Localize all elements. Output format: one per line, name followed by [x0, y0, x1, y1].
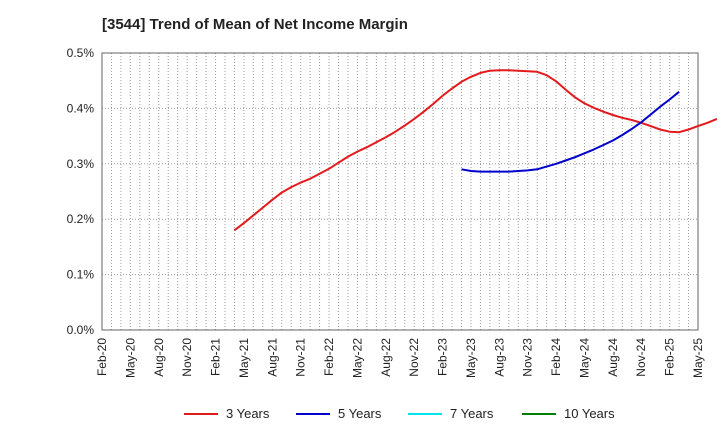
x-tick-label: Feb-20: [95, 338, 109, 376]
x-tick-label: Nov-23: [521, 338, 535, 377]
x-tick-label: Nov-22: [407, 338, 421, 377]
y-tick-label: 0.5%: [67, 46, 95, 60]
x-tick-label: Aug-24: [606, 338, 620, 377]
x-tick-label: Aug-21: [265, 338, 279, 377]
legend-swatch-7-years: [408, 412, 442, 415]
legend-swatch-10-years: [522, 412, 556, 415]
x-tick-label: May-25: [691, 338, 705, 378]
y-tick-label: 0.2%: [67, 212, 95, 226]
y-tick-label: 0.1%: [67, 268, 95, 282]
x-tick-label: Aug-20: [152, 338, 166, 377]
legend-item-7-years: 7 Years: [408, 406, 493, 421]
x-tick-label: Nov-24: [634, 338, 648, 377]
legend-swatch-3-years: [184, 412, 218, 415]
chart-title: [3544] Trend of Mean of Net Income Margi…: [102, 16, 408, 33]
legend-label-7-years: 7 Years: [450, 406, 494, 421]
legend-label-3-years: 3 Years: [226, 406, 270, 421]
x-tick-label: May-20: [123, 338, 137, 378]
y-tick-label: 0.0%: [67, 323, 95, 337]
legend-label-10-years: 10 Years: [564, 406, 615, 421]
x-tick-label: Nov-21: [294, 338, 308, 377]
y-tick-label: 0.4%: [67, 101, 95, 115]
x-tick-label: Feb-22: [322, 338, 336, 376]
series-line-5-years: [461, 91, 680, 173]
legend-item-10-years: 10 Years: [522, 406, 615, 421]
x-tick-label: Feb-24: [549, 338, 563, 376]
x-tick-label: May-22: [350, 338, 364, 378]
x-tick-label: Feb-23: [436, 338, 450, 376]
plot-frame: [101, 52, 699, 331]
x-tick-label: May-24: [577, 338, 591, 378]
legend-swatch-5-years: [296, 412, 330, 415]
x-tick-label: Feb-21: [209, 338, 223, 376]
legend-label-5-years: 5 Years: [338, 406, 382, 421]
x-tick-label: Aug-23: [492, 338, 506, 377]
x-tick-label: Feb-25: [663, 338, 677, 376]
x-tick-label: Aug-22: [379, 338, 393, 377]
legend-item-3-years: 3 Years: [184, 406, 269, 421]
y-tick-label: 0.3%: [67, 157, 95, 171]
legend: 3 Years 5 Years 7 Years 10 Years: [0, 406, 720, 424]
legend-item-5-years: 5 Years: [296, 406, 381, 421]
x-tick-label: May-21: [237, 338, 251, 378]
series-line-3-years: [233, 69, 718, 232]
x-tick-label: Nov-20: [180, 338, 194, 377]
x-tick-label: May-23: [464, 338, 478, 378]
